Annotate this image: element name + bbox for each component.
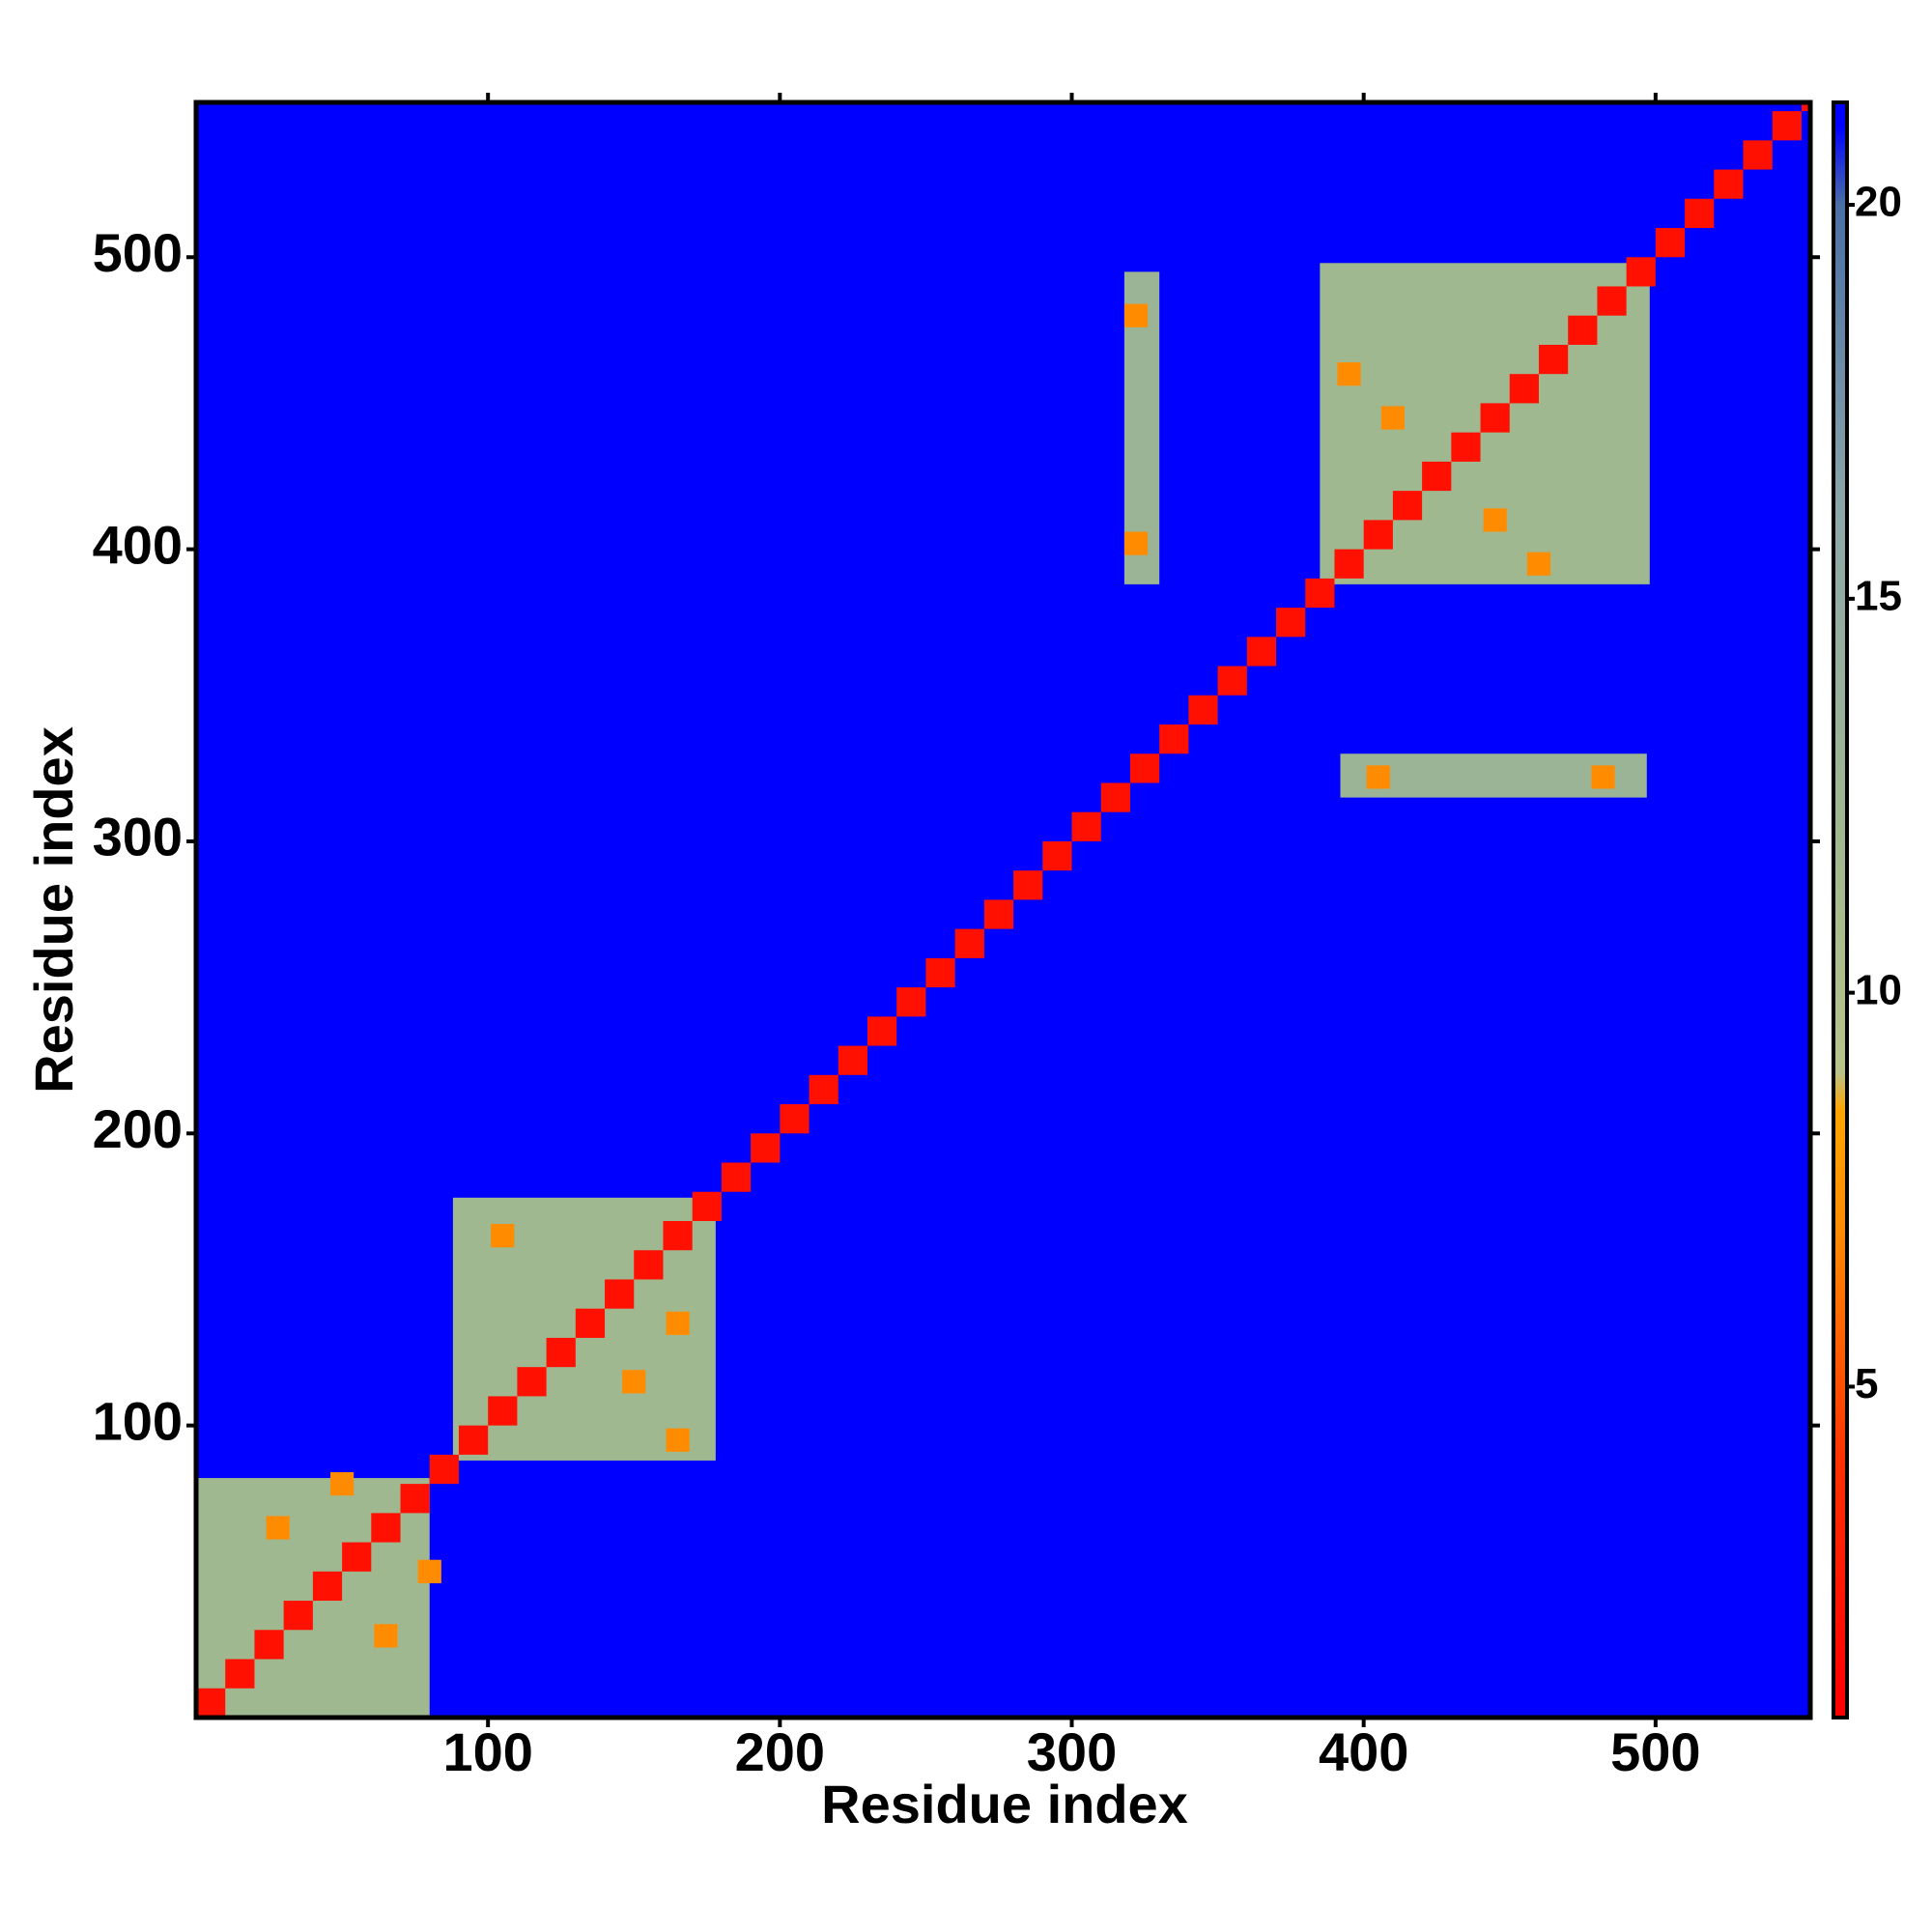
cell <box>1276 608 1306 638</box>
cell <box>1366 765 1390 789</box>
colorbar-tick-label: 15 <box>1855 572 1902 619</box>
cell <box>1071 811 1101 841</box>
cell <box>1568 315 1598 345</box>
cell <box>417 1559 441 1583</box>
cell <box>329 1472 355 1496</box>
cell <box>1042 840 1072 871</box>
colorbar-tick-label: 5 <box>1855 1360 1878 1407</box>
cell <box>666 1428 690 1452</box>
y-axis-label: Residue index <box>23 726 84 1094</box>
cell <box>1591 765 1615 789</box>
cell <box>721 1162 752 1192</box>
y-tick-label: 500 <box>93 222 183 283</box>
cell <box>867 1016 897 1046</box>
cell <box>1100 782 1130 812</box>
cell <box>1380 406 1405 430</box>
cell <box>1123 531 1149 555</box>
cell <box>1626 257 1656 287</box>
cell <box>1480 403 1510 433</box>
cell <box>1714 169 1744 199</box>
cell <box>1305 578 1335 609</box>
cell <box>488 1396 518 1426</box>
cell <box>634 1250 664 1280</box>
cell <box>1129 753 1160 783</box>
cell <box>266 1516 290 1540</box>
cell <box>896 987 926 1017</box>
cell <box>605 1279 635 1309</box>
cell <box>225 1659 255 1689</box>
plot-frame <box>193 99 1813 1720</box>
cell <box>374 1624 398 1648</box>
x-tick-label: 200 <box>735 1721 825 1782</box>
y-tick-label: 200 <box>93 1098 183 1159</box>
colorbar-frame <box>1832 100 1849 1719</box>
cell <box>1772 111 1802 141</box>
cell <box>1597 286 1627 316</box>
colorbar-gradient <box>1833 102 1847 1718</box>
cell <box>925 957 955 988</box>
cell <box>491 1224 515 1248</box>
cell <box>196 1688 226 1718</box>
cell <box>838 1045 867 1075</box>
x-tick-label: 400 <box>1319 1721 1408 1782</box>
cell <box>1217 666 1247 696</box>
y-tick-label: 300 <box>93 807 183 867</box>
cell <box>254 1630 284 1660</box>
cell <box>983 899 1014 929</box>
cell <box>1743 140 1773 170</box>
colorbar: 5 10 15 20 <box>1832 100 1902 1719</box>
cell <box>692 1191 722 1222</box>
cell <box>546 1337 576 1368</box>
colorbar-tick-label: 10 <box>1855 966 1902 1013</box>
cell <box>1123 303 1149 327</box>
cell <box>1655 228 1686 258</box>
cell <box>622 1370 646 1394</box>
cell <box>1363 520 1393 550</box>
x-tick-label: 100 <box>442 1721 532 1782</box>
y-tick-label: 400 <box>93 514 183 575</box>
cell <box>371 1513 401 1543</box>
cell <box>1392 491 1423 521</box>
cell <box>1422 461 1452 492</box>
cell <box>1188 695 1218 725</box>
axes: 100 200 300 400 500 100 200 300 400 500 <box>93 93 1820 1782</box>
cell <box>780 1104 810 1134</box>
cell <box>1013 870 1043 900</box>
cell <box>666 1311 690 1335</box>
x-tick-label: 500 <box>1610 1721 1700 1782</box>
cell <box>1685 198 1715 229</box>
cell <box>342 1542 372 1572</box>
cell <box>312 1571 343 1602</box>
cell <box>954 928 984 958</box>
colorbar-tick-label: 20 <box>1855 179 1902 226</box>
cell <box>1451 432 1481 462</box>
cell <box>1246 637 1277 667</box>
x-axis-label: Residue index <box>821 1774 1188 1834</box>
cell <box>517 1367 547 1397</box>
x-tick-label: 300 <box>1027 1721 1117 1782</box>
cell <box>809 1074 838 1105</box>
cell <box>1337 362 1361 386</box>
cell <box>1801 102 1810 112</box>
cell <box>1334 549 1364 579</box>
cell <box>1538 344 1569 375</box>
cell <box>1509 374 1539 404</box>
cell <box>458 1425 489 1455</box>
y-tick-label: 100 <box>93 1390 183 1451</box>
heatmap <box>196 102 1810 1718</box>
cell <box>400 1484 430 1514</box>
cell <box>1526 552 1551 576</box>
cell <box>283 1601 313 1631</box>
cell <box>429 1454 459 1485</box>
cell <box>1159 724 1189 754</box>
cell <box>751 1133 781 1163</box>
cell <box>663 1221 693 1251</box>
cell <box>575 1308 606 1338</box>
cell <box>1483 508 1507 532</box>
